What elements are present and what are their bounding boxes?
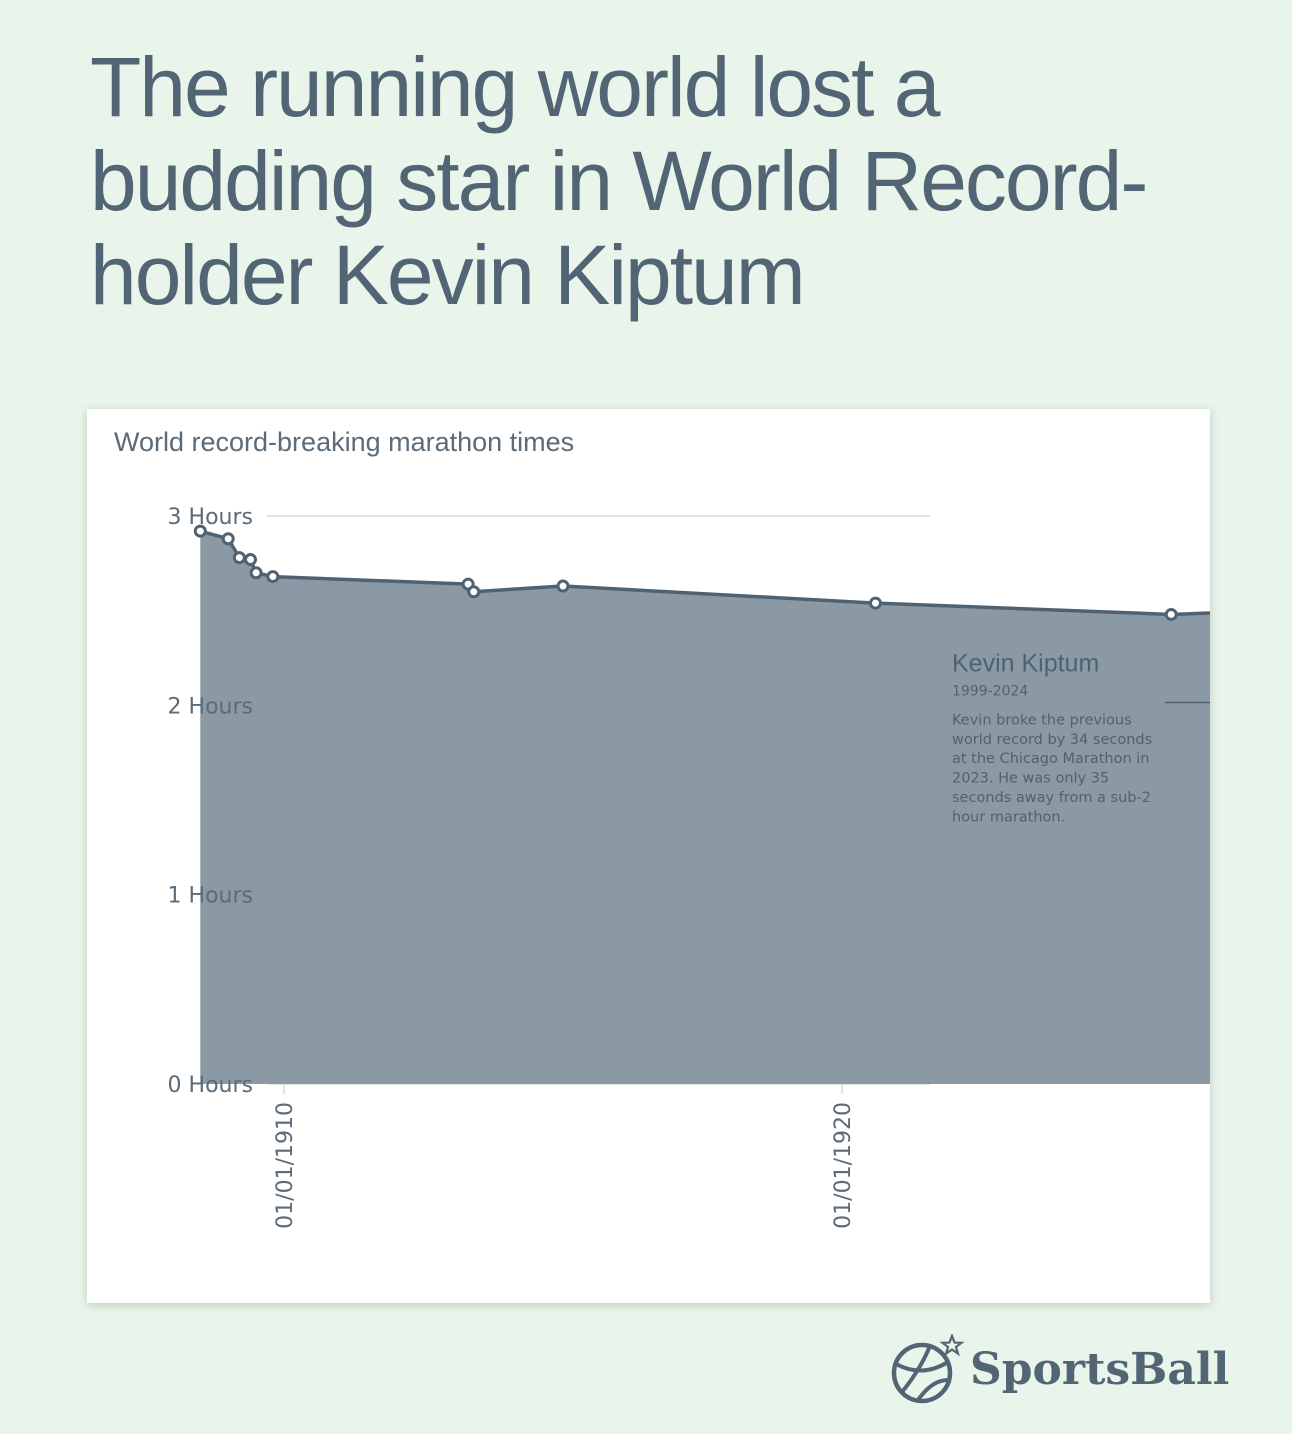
y-tick-label: 1 Hours [168, 884, 253, 909]
x-tick-label: 01/01/1920 [831, 1102, 856, 1229]
brand-name: SportsBall [970, 1344, 1230, 1395]
y-axis-ticks: 0 Hours 1 Hours 2 Hours 3 Hours [168, 505, 253, 1098]
annotation-note-line: hour marathon. [952, 809, 1065, 825]
basketball-star-icon [891, 1332, 965, 1404]
series-line [199, 529, 1210, 617]
record-point [467, 585, 481, 599]
record-point [1164, 607, 1178, 621]
record-point [266, 570, 280, 584]
x-axis-ticks: 01/01/191001/01/192001/01/193001/01/1940… [273, 1084, 856, 1229]
sportsball-logo: SportsBall [890, 1332, 1229, 1406]
y-tick-label: 0 Hours [168, 1073, 253, 1098]
annotation-note-line: world record by 34 seconds [952, 732, 1152, 748]
kiptum-annotation: Kevin Kiptum 1999-2024 Kevin broke the pre… [952, 649, 1210, 825]
chart-card: World record-breaking marathon times 0 H… [87, 409, 1210, 1303]
record-point [868, 596, 882, 610]
annotation-note-line: at the Chicago Marathon in [952, 751, 1149, 767]
marathon-records-chart: 0 Hours 1 Hours 2 Hours 3 Hours 01/01/1910 0… [168, 505, 1210, 1229]
record-point [193, 524, 207, 538]
y-tick-label: 2 Hours [168, 694, 253, 719]
x-tick-label: 01/01/1910 [273, 1102, 298, 1229]
data-points [193, 524, 1178, 621]
y-tick-label: 3 Hours [168, 505, 253, 530]
record-point [249, 566, 263, 580]
page-headline: The running world lost a budding star in… [90, 40, 1148, 322]
record-point [244, 553, 258, 567]
record-point [556, 579, 570, 593]
record-point [221, 532, 235, 546]
area-layer [199, 529, 1210, 1084]
annotation-note-line: seconds away from a sub-2 [952, 790, 1151, 806]
area-fill [200, 531, 1210, 1084]
record-point [232, 551, 246, 565]
annotation-note-line: Kevin broke the previous [952, 712, 1132, 728]
chart-title: World record-breaking marathon times [114, 427, 575, 457]
annotation-name: Kevin Kiptum [952, 649, 1099, 677]
annotation-years: 1999-2024 [952, 683, 1028, 699]
annotation-note-line: 2023. He was only 35 [952, 771, 1109, 787]
